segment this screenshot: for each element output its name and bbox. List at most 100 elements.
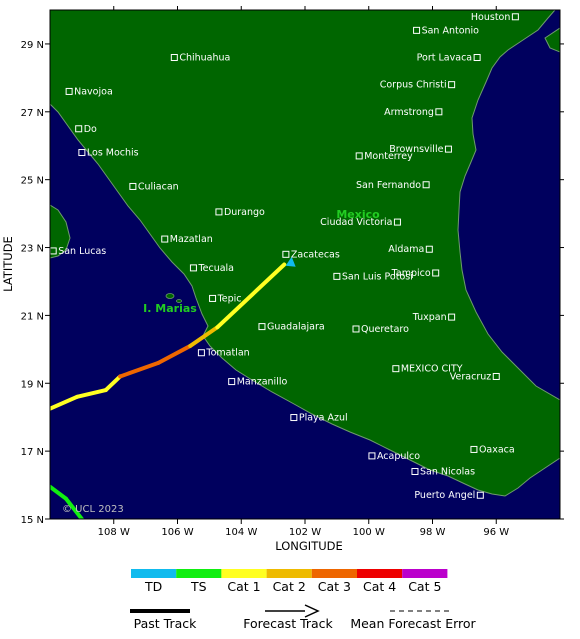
city-marker bbox=[78, 149, 86, 157]
track-style-legend: Past Track Forecast Track Mean Forecast … bbox=[130, 604, 477, 631]
legend-category-label: TS bbox=[190, 579, 207, 594]
legend-swatch bbox=[221, 569, 267, 578]
city-marker bbox=[444, 145, 452, 153]
forecast-track-segment bbox=[156, 343, 193, 365]
baja-california-tip bbox=[50, 204, 71, 259]
city-label: Port Lavaca bbox=[417, 53, 472, 64]
legend-category-label: Cat 1 bbox=[227, 579, 260, 594]
cuba-sliver bbox=[544, 27, 560, 53]
legend-category-label: Cat 3 bbox=[318, 579, 351, 594]
x-tick-label: 108 W bbox=[98, 527, 130, 538]
legend-category-label: Cat 4 bbox=[363, 579, 396, 594]
mean-error-label: Mean Forecast Error bbox=[350, 616, 476, 631]
city-marker bbox=[215, 208, 223, 216]
city-marker bbox=[189, 264, 197, 272]
city-label: Tuxpan bbox=[412, 312, 447, 323]
islas-marias-island-small bbox=[176, 299, 182, 303]
forecast-track-segment bbox=[188, 325, 220, 348]
city-label: Guadalajara bbox=[267, 322, 325, 333]
city-marker bbox=[435, 108, 443, 116]
islas-marias-island bbox=[165, 293, 175, 299]
city-marker bbox=[65, 87, 73, 95]
city-label: Do bbox=[84, 124, 97, 135]
city-marker bbox=[492, 372, 500, 380]
x-tick-label: 100 W bbox=[353, 527, 385, 538]
y-tick-label: 21 N bbox=[21, 311, 44, 322]
city-marker bbox=[355, 152, 363, 160]
x-tick-label: 106 W bbox=[161, 527, 193, 538]
city-marker bbox=[422, 181, 430, 189]
category-legend: TD TS Cat 1 Cat 2 Cat 3 Cat 4 Cat 5 bbox=[131, 569, 448, 594]
city-marker bbox=[392, 365, 400, 373]
city-label: Zacatecas bbox=[291, 249, 340, 260]
city-label: Houston bbox=[471, 12, 510, 23]
city-marker bbox=[197, 349, 205, 357]
city-marker bbox=[425, 245, 433, 253]
city-marker bbox=[470, 445, 478, 453]
city-label: San Nicolas bbox=[420, 466, 475, 477]
city-label: Navojoa bbox=[74, 86, 113, 97]
city-marker bbox=[432, 269, 440, 277]
city-marker bbox=[511, 13, 519, 21]
copyright-text: © UCL 2023 bbox=[62, 504, 124, 515]
legend-swatch bbox=[131, 569, 177, 578]
city-marker bbox=[393, 218, 401, 226]
city-label: San Lucas bbox=[58, 246, 106, 257]
city-label: MEXICO CITY bbox=[401, 364, 463, 375]
city-marker bbox=[413, 26, 421, 34]
city-marker bbox=[290, 414, 298, 422]
city-label: Veracruz bbox=[450, 371, 491, 382]
past-track-segment bbox=[50, 484, 68, 501]
storm-position-marker bbox=[285, 256, 296, 267]
x-tick-label: 104 W bbox=[225, 527, 257, 538]
city-label: Tomatlan bbox=[205, 348, 249, 359]
y-tick-label: 17 N bbox=[21, 447, 44, 458]
y-axis-title: LATITUDE bbox=[1, 236, 15, 292]
y-tick-label: 23 N bbox=[21, 244, 44, 255]
legend-category-label: Cat 5 bbox=[408, 579, 441, 594]
city-marker bbox=[476, 491, 484, 499]
city-label: Tecuala bbox=[197, 263, 234, 274]
x-tick-label: 96 W bbox=[483, 527, 509, 538]
city-marker bbox=[228, 378, 236, 386]
city-label: Tampico bbox=[391, 268, 431, 279]
past-track-label: Past Track bbox=[134, 616, 197, 631]
legend-swatch bbox=[357, 569, 403, 578]
city-label: San Antonio bbox=[422, 25, 480, 36]
legend-swatch bbox=[176, 569, 222, 578]
map-area: Houston San Antonio Port Lavaca Chihuahua Co… bbox=[50, 10, 560, 519]
city-marker bbox=[129, 182, 137, 190]
x-axis-title: LONGITUDE bbox=[275, 539, 343, 553]
city-label: Puerto Angel bbox=[414, 490, 475, 501]
island-label: I. Marias bbox=[143, 302, 197, 315]
forecast-arrow-icon bbox=[304, 604, 320, 618]
city-label: Brownsville bbox=[389, 144, 443, 155]
city-label: San Luis Potosi bbox=[342, 271, 413, 282]
city-marker bbox=[448, 313, 456, 321]
city-marker bbox=[448, 81, 456, 89]
x-tick-label: 98 W bbox=[420, 527, 446, 538]
forecast-track-segment bbox=[118, 360, 161, 379]
forecast-track-label: Forecast Track bbox=[243, 616, 333, 631]
city-label: Mazatlan bbox=[170, 234, 213, 245]
legend-category-label: TD bbox=[144, 579, 162, 594]
city-label: Manzanillo bbox=[237, 377, 288, 388]
country-label: Mexico bbox=[336, 208, 380, 221]
city-marker bbox=[333, 272, 341, 280]
legend-category-label: Cat 2 bbox=[273, 579, 306, 594]
legend-swatch bbox=[402, 569, 448, 578]
legend-swatch bbox=[311, 569, 357, 578]
city-label: Tepic bbox=[217, 293, 242, 304]
y-tick-label: 19 N bbox=[21, 379, 44, 390]
forecast-track-segment bbox=[75, 388, 108, 399]
x-tick-label: 102 W bbox=[289, 527, 321, 538]
forecast-track-segment bbox=[103, 374, 123, 393]
mexico-landmass bbox=[50, 10, 560, 497]
city-label: Durango bbox=[224, 207, 265, 218]
city-marker bbox=[368, 452, 376, 460]
y-tick-label: 29 N bbox=[21, 40, 44, 51]
city-marker bbox=[352, 325, 360, 333]
city-marker bbox=[161, 235, 169, 243]
city-label: Chihuahua bbox=[179, 53, 230, 64]
